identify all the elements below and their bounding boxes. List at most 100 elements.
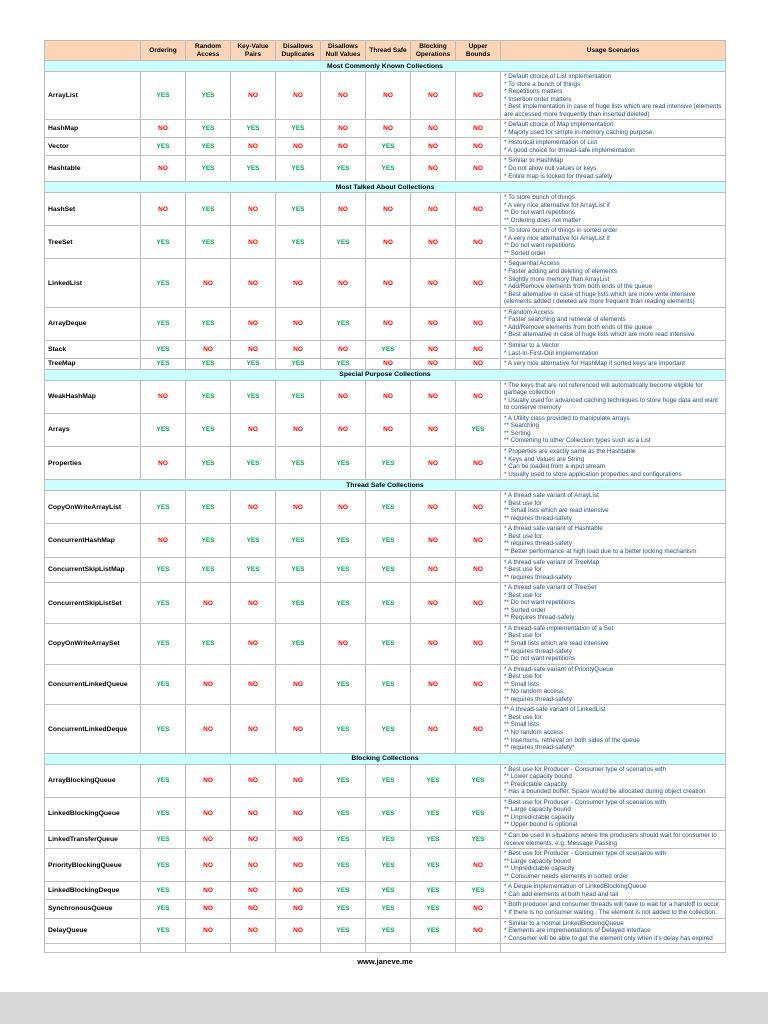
column-header: Disallows Null Values xyxy=(320,40,366,61)
flag-cell: NO xyxy=(185,899,231,919)
usage-line: ** Small lists which are read intensive xyxy=(504,507,609,515)
usage-line: ** Do not want repetitions xyxy=(504,599,576,607)
flag-cell: YES xyxy=(365,917,411,945)
flag-cell: YES xyxy=(185,306,231,341)
flag-cell: NO xyxy=(455,622,501,665)
empty-cell xyxy=(140,943,186,954)
flag-cell: YES xyxy=(320,155,366,183)
table-row: ArrayDeque YES YES NO NO YES NO NO NO * Random Ac… xyxy=(44,306,726,341)
usage-line: * Best use for xyxy=(504,591,542,599)
flag-cell: NO xyxy=(365,192,411,227)
usage-line: * Similar to a normal LinkedBlockingQueu… xyxy=(504,919,624,927)
flag-cell: NO xyxy=(230,582,276,624)
table-row: CopyOnWriteArrayList YES YES NO NO NO YES NO NO *… xyxy=(44,490,726,525)
flag-cell: YES xyxy=(140,306,186,341)
section-header-row: Most Talked About Collections xyxy=(44,181,726,194)
flag-cell: NO xyxy=(185,881,231,901)
flag-cell: NO xyxy=(455,582,501,624)
flag-cell: NO xyxy=(455,663,501,706)
usage-cell: * Default choice of Map implementation * … xyxy=(500,119,726,139)
flag-cell: YES xyxy=(320,306,366,341)
column-header xyxy=(44,40,141,61)
flag-cell: YES xyxy=(365,556,411,584)
flag-cell: NO xyxy=(365,258,411,308)
flag-cell: NO xyxy=(410,137,456,157)
table-row: ConcurrentHashMap NO YES YES YES YES YES NO NO * … xyxy=(44,523,726,558)
flag-cell: YES xyxy=(275,556,321,584)
usage-line: ** requires thread-safety xyxy=(504,695,572,703)
flag-cell: YES xyxy=(275,192,321,227)
section-header-row: Most Commonly Known Collections xyxy=(44,60,726,72)
usage-cell: * A Utility class provided to manipulate… xyxy=(500,412,726,447)
usage-line: ** Small lists xyxy=(504,721,539,729)
flag-cell: YES xyxy=(365,137,411,157)
flag-cell: YES xyxy=(320,556,366,584)
flag-cell: YES xyxy=(140,556,186,584)
flag-cell: NO xyxy=(455,339,501,360)
flag-cell: NO xyxy=(455,848,501,883)
flag-cell: YES xyxy=(140,917,186,945)
flag-cell: YES xyxy=(140,830,186,850)
usage-cell: * Properties are exactly same as the Has… xyxy=(500,445,726,481)
flag-cell: YES xyxy=(410,848,456,883)
flag-cell: YES xyxy=(230,523,276,558)
flag-cell: YES xyxy=(365,830,411,850)
usage-line: ** Searching xyxy=(504,422,540,430)
usage-line: * A thread safe variant of ArrayList xyxy=(504,492,599,500)
table-row: ConcurrentLinkedQueue YES NO NO NO YES YES NO NO… xyxy=(44,663,726,706)
flag-cell: NO xyxy=(185,848,231,883)
usage-line: ** Do not want repetitions xyxy=(504,242,576,250)
usage-line: * A very nice alternative for HashMap if… xyxy=(504,360,685,368)
table-row: Arrays YES YES NO NO NO NO NO YES * A Utility cla… xyxy=(44,412,726,447)
flag-cell: NO xyxy=(410,155,456,183)
section-title: Blocking Collections xyxy=(44,752,726,765)
flag-cell: YES xyxy=(320,763,366,798)
usage-line: * To store a bunch of things xyxy=(504,80,581,88)
usage-line: ** Converting to other Collection types … xyxy=(504,437,651,445)
flag-cell: NO xyxy=(410,306,456,341)
usage-line: * Can be loaded from a input stream xyxy=(504,463,606,471)
flag-cell: NO xyxy=(455,225,501,260)
flag-cell: YES xyxy=(275,155,321,183)
flag-cell: NO xyxy=(455,556,501,584)
collection-name: HashSet xyxy=(44,192,141,227)
section-title: Most Commonly Known Collections xyxy=(44,60,726,72)
collection-name: ArrayBlockingQueue xyxy=(44,763,141,798)
flag-cell: YES xyxy=(140,704,186,754)
flag-cell: YES xyxy=(410,796,456,832)
flag-cell: YES xyxy=(140,899,186,919)
usage-line: ** requires thread-safety xyxy=(504,514,572,522)
collection-name: PriorityBlockingQueue xyxy=(44,848,141,883)
page-gap-strip xyxy=(0,992,768,1024)
usage-line: * Faster adding and deleting of elements xyxy=(504,268,618,276)
flag-cell: NO xyxy=(230,796,276,832)
flag-cell: NO xyxy=(365,70,411,121)
flag-cell: YES xyxy=(185,192,231,227)
flag-cell: YES xyxy=(365,622,411,665)
column-header: Ordering xyxy=(140,40,186,61)
usage-line: * If there is no consumer waiting . The … xyxy=(504,908,718,916)
usage-line: * A thread-safe variant of PriorityQueue xyxy=(504,665,614,673)
usage-line: * Random Access xyxy=(504,308,554,316)
flag-cell: YES xyxy=(455,881,501,901)
flag-cell: NO xyxy=(320,412,366,447)
flag-cell: NO xyxy=(455,917,501,945)
flag-cell: YES xyxy=(455,763,501,798)
flag-cell: NO xyxy=(320,622,366,665)
flag-cell: NO xyxy=(230,192,276,227)
table-row: WeakHashMap NO YES YES YES NO NO NO NO * The keys… xyxy=(44,379,726,414)
flag-cell: NO xyxy=(455,490,501,525)
usage-cell: * Historical implementation of List * A g… xyxy=(500,137,726,157)
usage-line: * To store bunch of things xyxy=(504,194,575,202)
flag-cell: YES xyxy=(320,796,366,832)
usage-line: * Elements are implementations of Delaye… xyxy=(504,927,651,935)
usage-line: * A thread safe variant of Hashtable xyxy=(504,525,603,533)
table-row: LinkedList YES NO NO NO NO NO NO NO * Sequential … xyxy=(44,258,726,308)
usage-line: * A very nice alternative for ArrayList … xyxy=(504,201,610,209)
section-header-row: Blocking Collections xyxy=(44,752,726,765)
usage-cell: * A thread-safe variant of PriorityQueue… xyxy=(500,663,726,706)
empty-cell xyxy=(185,943,231,954)
flag-cell: YES xyxy=(185,556,231,584)
empty-cell xyxy=(365,943,411,954)
flag-cell: NO xyxy=(275,704,321,754)
